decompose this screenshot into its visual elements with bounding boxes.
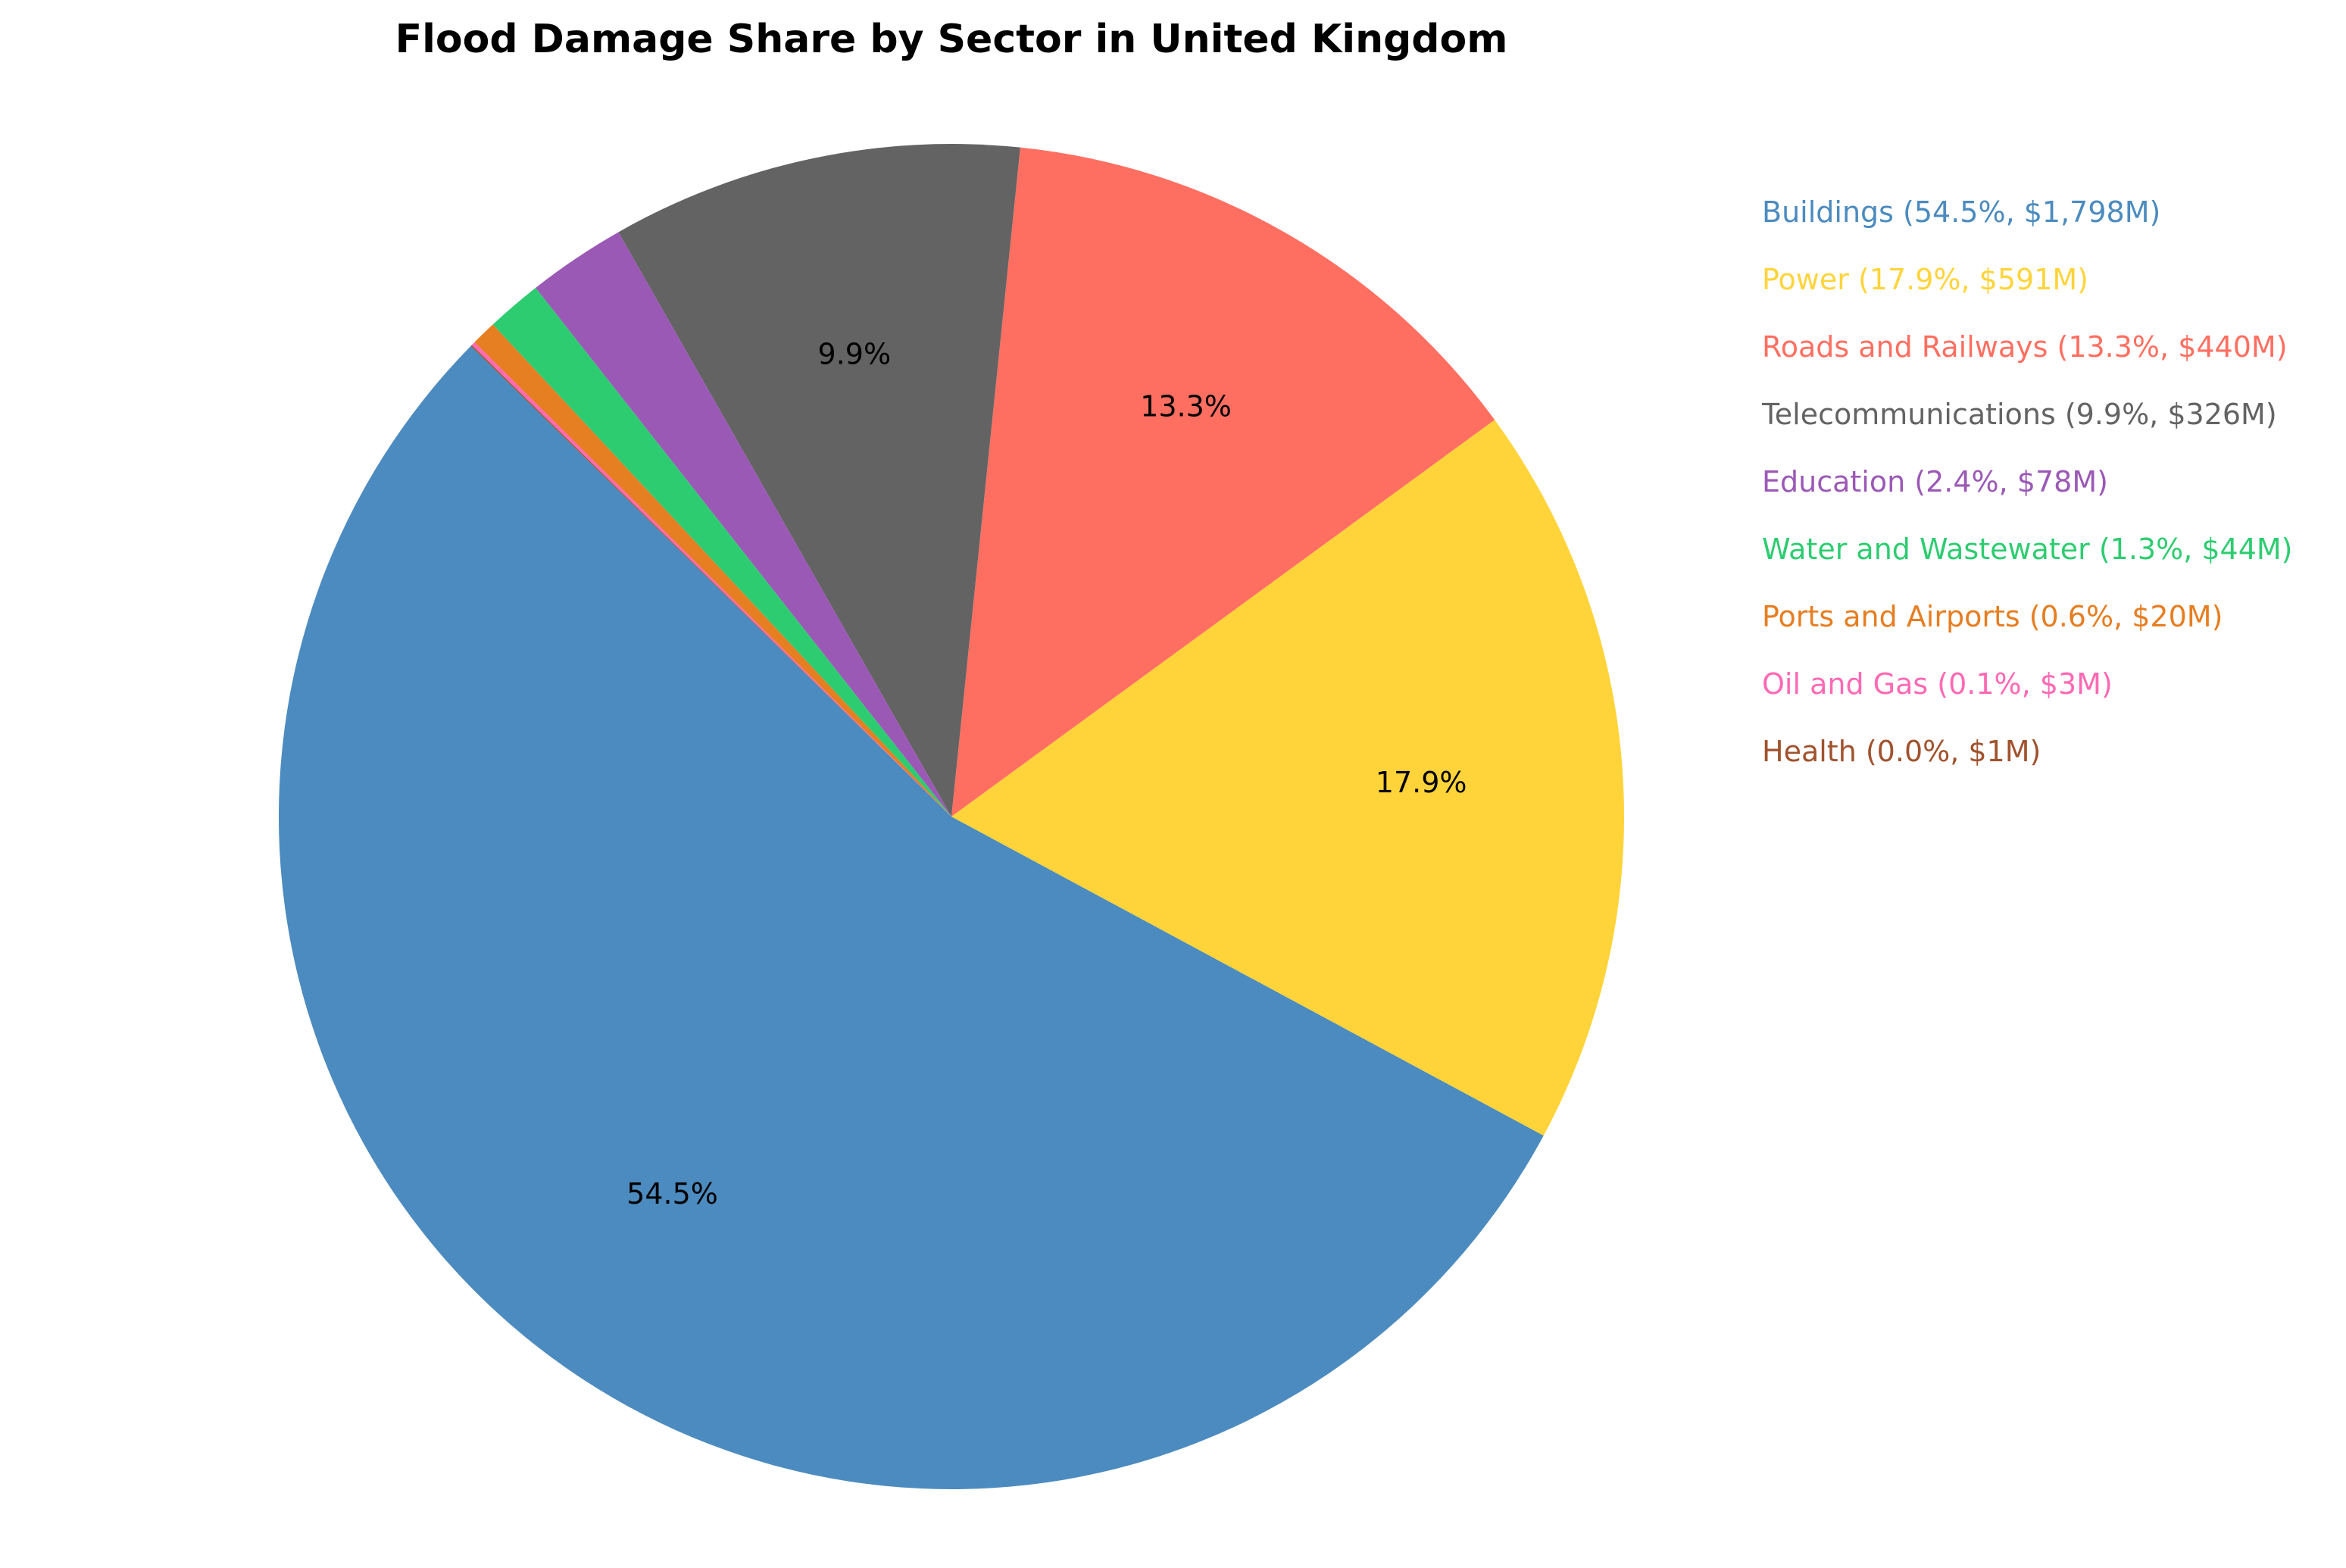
pie-slice-power [951, 420, 1624, 1136]
pie-slice-buildings [278, 345, 1544, 1489]
chart-title: Flood Damage Share by Sector in United K… [395, 17, 1508, 62]
legend-entry-education: Education (2.4%, $78M) [1762, 465, 2108, 498]
legend-entry-buildings: Buildings (54.5%, $1,798M) [1762, 195, 2161, 229]
pie-slice-oil-and-gas [471, 342, 951, 817]
legend-entry-oil-and-gas: Oil and Gas (0.1%, $3M) [1762, 667, 2113, 701]
legend-entry-health: Health (0.0%, $1M) [1762, 735, 2041, 768]
pie-slice-water-and-wastewater [492, 288, 951, 817]
pct-label-power: 17.9% [1376, 766, 1467, 799]
legend-entry-water-and-wastewater: Water and Wastewater (1.3%, $44M) [1762, 533, 2293, 566]
pie-slice-telecommunications [618, 144, 1020, 817]
pct-label-roads-and-railways: 13.3% [1140, 389, 1232, 423]
pie-slice-education [536, 232, 951, 817]
pct-label-buildings: 54.5% [626, 1177, 718, 1210]
pie-slice-roads-and-railways [951, 147, 1495, 817]
legend-entry-telecommunications: Telecommunications (9.9%, $326M) [1762, 398, 2277, 431]
legend-entry-power: Power (17.9%, $591M) [1762, 263, 2088, 296]
legend-entry-roads-and-railways: Roads and Railways (13.3%, $440M) [1762, 330, 2288, 364]
pct-label-telecommunications: 9.9% [818, 337, 892, 370]
pie-slice-ports-and-airports [474, 324, 951, 817]
legend-entry-ports-and-airports: Ports and Airports (0.6%, $20M) [1762, 600, 2223, 633]
pie-slice-health [470, 345, 951, 817]
legend: Buildings (54.5%, $1,798M) Power (17.9%, … [1762, 179, 2293, 786]
